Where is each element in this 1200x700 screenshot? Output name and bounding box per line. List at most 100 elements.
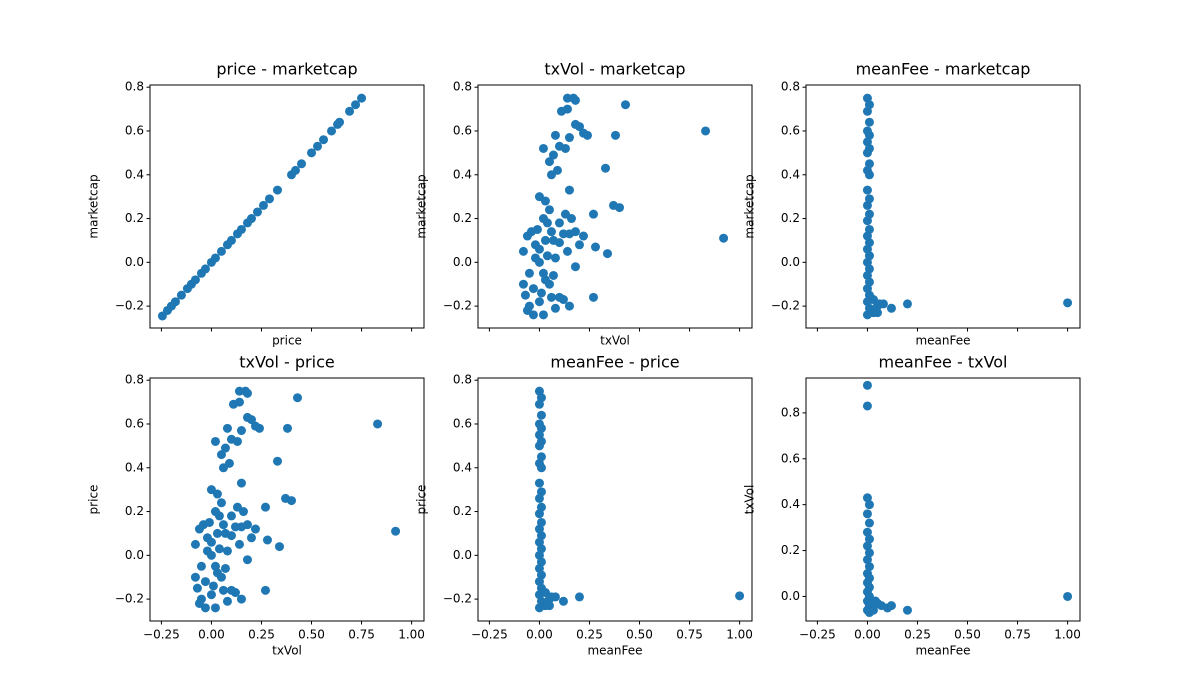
scatter-point <box>701 126 711 136</box>
scatter-point <box>226 434 236 444</box>
scatter-point <box>202 546 212 556</box>
y-tick-label: 0.6 <box>125 123 144 137</box>
scatter-point <box>236 478 246 488</box>
scatter-point <box>542 251 552 261</box>
scatter-point <box>335 117 345 127</box>
scatter-point <box>864 534 874 544</box>
x-axis-label: meanFee <box>587 644 642 658</box>
scatter-point <box>554 141 564 151</box>
scatter-point <box>297 159 307 169</box>
axes-frame <box>149 377 425 622</box>
scatter-point <box>534 441 544 451</box>
scatter-point <box>220 563 230 573</box>
scatter-point <box>524 268 534 278</box>
scatter-point <box>226 531 236 541</box>
scatter-point <box>862 493 872 503</box>
scatter-point <box>534 244 544 254</box>
x-tick-label: −0.25 <box>799 628 836 642</box>
scatter-point <box>621 100 631 110</box>
scatter-point <box>540 235 550 245</box>
scatter-point <box>540 275 550 285</box>
scatter-point <box>588 209 598 219</box>
y-tick-label: 0.4 <box>453 167 472 181</box>
scatter-point <box>208 581 218 591</box>
scatter-point <box>611 130 621 140</box>
y-tick-label: 0.8 <box>453 80 472 94</box>
scatter-point <box>242 555 252 565</box>
scatter-point <box>574 240 584 250</box>
x-tick-label: 0.00 <box>526 628 553 642</box>
scatter-point <box>520 290 530 300</box>
x-tick-label: −0.25 <box>471 628 508 642</box>
subplot-title: price - marketcap <box>216 60 357 79</box>
y-axis-label: txVol <box>743 485 757 515</box>
scatter-point <box>864 518 874 528</box>
scatter-point <box>226 585 236 595</box>
scatter-point <box>578 231 588 241</box>
x-tick-label: 0.25 <box>576 628 603 642</box>
y-tick-label: 0.8 <box>781 405 800 419</box>
x-tick-label: 1.00 <box>1054 628 1081 642</box>
scatter-point <box>218 585 228 595</box>
y-tick-label: 0.4 <box>125 167 144 181</box>
scatter-point <box>192 583 202 593</box>
y-tick-label: 0.6 <box>453 416 472 430</box>
scatter-point <box>214 544 224 554</box>
scatter-point <box>536 288 546 298</box>
scatter-point <box>391 526 401 536</box>
scatter-point <box>1063 591 1073 601</box>
scatter-point <box>522 305 532 315</box>
y-tick-label: 0.8 <box>125 373 144 387</box>
x-axis-label: price <box>272 334 302 348</box>
scatter-point <box>234 539 244 549</box>
scatter-point <box>554 238 564 248</box>
axes-frame <box>477 377 753 622</box>
scatter-point <box>548 150 558 160</box>
scatter-point <box>735 591 745 601</box>
x-tick-label: 1.00 <box>726 628 753 642</box>
x-tick-label: 0.75 <box>1004 628 1031 642</box>
scatter-point <box>578 128 588 138</box>
scatter-point <box>542 218 552 228</box>
y-tick-label: 0.6 <box>781 451 800 465</box>
y-axis-label: marketcap <box>87 174 101 238</box>
scatter-point <box>590 242 600 252</box>
scatter-point <box>232 502 242 512</box>
subplot-title: meanFee - price <box>550 353 679 372</box>
scatter-point <box>226 511 236 521</box>
scatter-point <box>532 224 542 234</box>
scatter-point <box>222 596 232 606</box>
scatter-point <box>558 229 568 239</box>
scatter-point <box>222 546 232 556</box>
scatter-point <box>862 555 872 565</box>
scatter-point <box>216 498 226 508</box>
scatter-point <box>902 299 912 309</box>
scatter-point <box>250 421 260 431</box>
scatter-point <box>564 185 574 195</box>
scatter-point <box>272 456 282 466</box>
scatter-point <box>886 303 896 313</box>
scatter-point <box>550 130 560 140</box>
scatter-point <box>864 548 874 558</box>
scatter-point <box>242 412 252 422</box>
scatter-point <box>357 93 367 103</box>
x-tick-label: 0.00 <box>854 628 881 642</box>
scatter-point <box>878 299 888 309</box>
scatter-point <box>170 297 180 307</box>
y-tick-label: 0.0 <box>125 255 144 269</box>
scatter-point <box>194 598 204 608</box>
scatter-point <box>1063 298 1073 308</box>
scatter-point <box>190 572 200 582</box>
scatter-point <box>190 275 200 285</box>
axes-frame <box>477 84 753 329</box>
scatter-point <box>548 270 558 280</box>
axes-frame <box>149 84 425 329</box>
subplot-title: meanFee - txVol <box>878 353 1007 372</box>
scatter-point <box>534 297 544 307</box>
scatter-point <box>250 524 260 534</box>
scatter-point <box>373 419 383 429</box>
scatter-point <box>252 207 262 217</box>
y-tick-label: 0.0 <box>781 255 800 269</box>
scatter-point <box>212 568 222 578</box>
